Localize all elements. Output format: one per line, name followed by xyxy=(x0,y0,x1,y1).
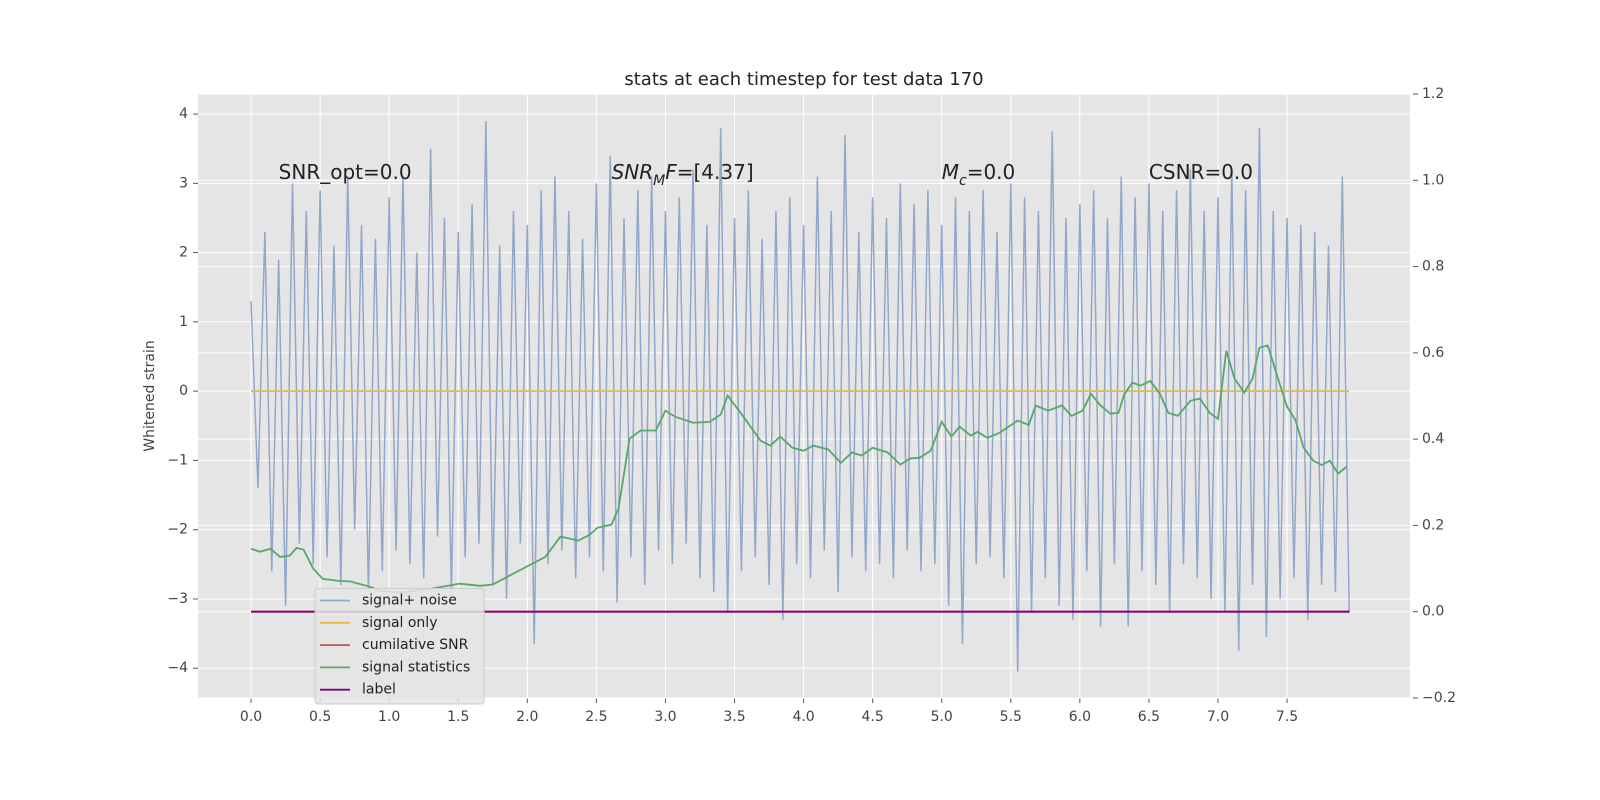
y-tick-label: 0 xyxy=(179,383,188,399)
annotation-part: CSNR=0.0 xyxy=(1149,159,1253,183)
x-tick-label: 7.5 xyxy=(1276,709,1298,725)
annotation: Mc=0.0 xyxy=(942,159,1016,189)
x-tick-label: 7.0 xyxy=(1207,709,1229,725)
annotation: SNRMF=[4.37] xyxy=(612,159,754,189)
series-line xyxy=(250,344,1348,594)
annotation-part: =0.0 xyxy=(967,159,1016,183)
annotation-part: SNR xyxy=(612,159,654,183)
legend-label: cumilative SNR xyxy=(362,637,469,653)
legend-box xyxy=(314,588,485,705)
chart-title: stats at each timestep for test data 170 xyxy=(624,69,983,90)
y2-tick-label: 1.0 xyxy=(1422,172,1444,188)
x-tick-label: 1.5 xyxy=(447,709,469,725)
y2-tick-label: 0.2 xyxy=(1422,517,1444,533)
x-tick-label: 5.0 xyxy=(931,709,953,725)
annotation-part: SNR_opt=0.0 xyxy=(279,159,412,183)
x-tick-label: 2.5 xyxy=(585,709,607,725)
x-tick-label: 3.5 xyxy=(723,709,745,725)
legend-label: signal+ noise xyxy=(362,593,457,609)
annotation: CSNR=0.0 xyxy=(1149,159,1253,183)
x-tick-label: 4.0 xyxy=(792,709,814,725)
annotation-part: =[4.37] xyxy=(677,159,754,183)
annotation-part: M xyxy=(653,173,665,189)
x-tick-label: 6.0 xyxy=(1069,709,1091,725)
y-tick-label: −1 xyxy=(167,452,188,468)
y2-tick-label: 0.4 xyxy=(1422,431,1444,447)
y2-tick-label: −0.2 xyxy=(1422,690,1456,706)
x-tick-label: 3.0 xyxy=(654,709,676,725)
series-line xyxy=(250,120,1350,672)
y-axis-label: Whitened strain xyxy=(142,340,158,451)
y2-tick-label: 1.2 xyxy=(1422,86,1444,102)
annotation-part: c xyxy=(959,173,967,189)
x-tick-label: 5.5 xyxy=(1000,709,1022,725)
y-tick-label: −4 xyxy=(167,660,188,676)
annotation: SNR_opt=0.0 xyxy=(279,159,412,183)
y-tick-label: −3 xyxy=(167,591,188,607)
x-tick-label: 6.5 xyxy=(1138,709,1160,725)
x-tick-label: 1.0 xyxy=(378,709,400,725)
x-tick-label: 2.0 xyxy=(516,709,538,725)
y2-tick-label: 0.0 xyxy=(1422,604,1444,620)
y-tick-label: 3 xyxy=(179,175,188,191)
y-tick-label: 2 xyxy=(179,245,188,261)
legend-label: signal statistics xyxy=(362,659,470,675)
y-tick-label: −2 xyxy=(167,522,188,538)
legend-label: label xyxy=(362,682,396,698)
x-tick-label: 0.0 xyxy=(240,709,262,725)
y-tick-label: 1 xyxy=(179,314,188,330)
y2-tick-label: 0.8 xyxy=(1422,259,1444,275)
annotation-part: M xyxy=(942,159,959,183)
annotation-part: F xyxy=(665,159,677,183)
x-tick-label: 0.5 xyxy=(309,709,331,725)
x-tick-label: 4.5 xyxy=(862,709,884,725)
legend-label: signal only xyxy=(362,615,437,631)
y2-tick-label: 0.6 xyxy=(1422,345,1444,361)
y-tick-label: 4 xyxy=(179,106,188,122)
